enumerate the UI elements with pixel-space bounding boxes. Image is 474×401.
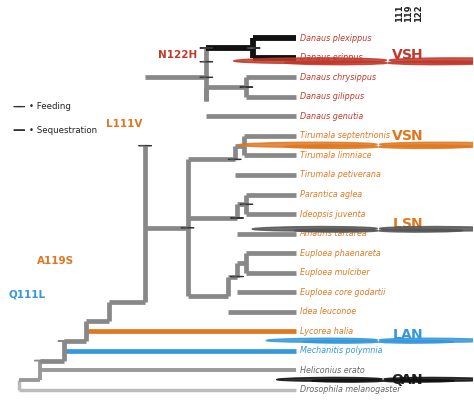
Ellipse shape <box>284 145 378 148</box>
Text: • Feeding: • Feeding <box>29 102 71 111</box>
Ellipse shape <box>284 61 387 65</box>
Circle shape <box>228 159 241 160</box>
Text: L111V: L111V <box>106 119 142 129</box>
Ellipse shape <box>303 340 378 343</box>
Text: L: L <box>393 217 401 231</box>
Text: Tirumala limniace: Tirumala limniace <box>300 151 371 160</box>
Circle shape <box>181 227 194 228</box>
Circle shape <box>240 204 253 205</box>
Text: Danaus genutia: Danaus genutia <box>300 112 363 121</box>
Text: A: A <box>401 328 412 342</box>
Ellipse shape <box>277 377 382 381</box>
Ellipse shape <box>384 377 474 381</box>
Ellipse shape <box>379 340 454 343</box>
Text: Mechanitis polymnia: Mechanitis polymnia <box>300 346 382 355</box>
Text: 111: 111 <box>395 4 404 22</box>
Text: L: L <box>393 328 401 342</box>
Text: Idea leuconoe: Idea leuconoe <box>300 307 356 316</box>
Ellipse shape <box>294 229 378 232</box>
Text: • Sequestration: • Sequestration <box>29 126 97 135</box>
Ellipse shape <box>266 338 377 342</box>
Ellipse shape <box>388 61 474 65</box>
Text: Q111L: Q111L <box>9 289 46 299</box>
Text: Euploea phaenareta: Euploea phaenareta <box>300 249 381 257</box>
Ellipse shape <box>379 338 474 342</box>
Ellipse shape <box>380 142 474 147</box>
Text: Drosophila melanogaster: Drosophila melanogaster <box>300 385 400 394</box>
Text: Danaus erippus: Danaus erippus <box>300 53 362 62</box>
Text: N: N <box>410 373 422 387</box>
Text: Heliconius erato: Heliconius erato <box>300 366 365 375</box>
Text: A: A <box>401 373 412 387</box>
Text: S: S <box>401 129 411 143</box>
Text: V: V <box>392 129 402 143</box>
Wedge shape <box>241 204 246 205</box>
Ellipse shape <box>312 379 383 382</box>
Text: Danaus plexippus: Danaus plexippus <box>300 34 371 43</box>
Circle shape <box>200 61 213 62</box>
Wedge shape <box>232 276 237 277</box>
Text: Euploea core godartii: Euploea core godartii <box>300 288 385 297</box>
Ellipse shape <box>389 58 474 63</box>
Text: H: H <box>410 48 422 62</box>
Circle shape <box>230 276 244 277</box>
Text: Danaus chrysippus: Danaus chrysippus <box>300 73 376 82</box>
Text: Lycorea halia: Lycorea halia <box>300 327 353 336</box>
Text: N: N <box>410 217 422 231</box>
Text: Ideopsis juventa: Ideopsis juventa <box>300 210 365 219</box>
Circle shape <box>200 77 213 78</box>
Ellipse shape <box>379 229 463 232</box>
Ellipse shape <box>252 227 377 231</box>
Circle shape <box>14 106 25 107</box>
Text: S: S <box>401 217 411 231</box>
Text: Euploea mulciber: Euploea mulciber <box>300 268 369 277</box>
Text: Q: Q <box>391 373 403 387</box>
Text: N: N <box>410 129 422 143</box>
Ellipse shape <box>380 227 474 231</box>
Text: Parantica aglea: Parantica aglea <box>300 190 362 199</box>
Ellipse shape <box>238 142 377 147</box>
Text: S: S <box>401 48 411 62</box>
Text: Tirumala septentrionis: Tirumala septentrionis <box>300 132 390 140</box>
Text: Tirumala petiverana: Tirumala petiverana <box>300 170 381 180</box>
Text: N: N <box>410 328 422 342</box>
Wedge shape <box>201 61 206 62</box>
Ellipse shape <box>234 58 386 63</box>
Circle shape <box>35 360 46 361</box>
Text: V: V <box>392 48 402 62</box>
Text: Amauris tartarea: Amauris tartarea <box>300 229 367 238</box>
Text: A119S: A119S <box>37 256 74 266</box>
Ellipse shape <box>383 379 455 382</box>
Text: 122: 122 <box>414 4 423 22</box>
Text: 119: 119 <box>404 4 413 22</box>
Text: Danaus gilippus: Danaus gilippus <box>300 92 364 101</box>
Ellipse shape <box>379 145 472 148</box>
Text: N122H: N122H <box>158 50 198 60</box>
Wedge shape <box>182 227 188 228</box>
Wedge shape <box>229 159 235 160</box>
